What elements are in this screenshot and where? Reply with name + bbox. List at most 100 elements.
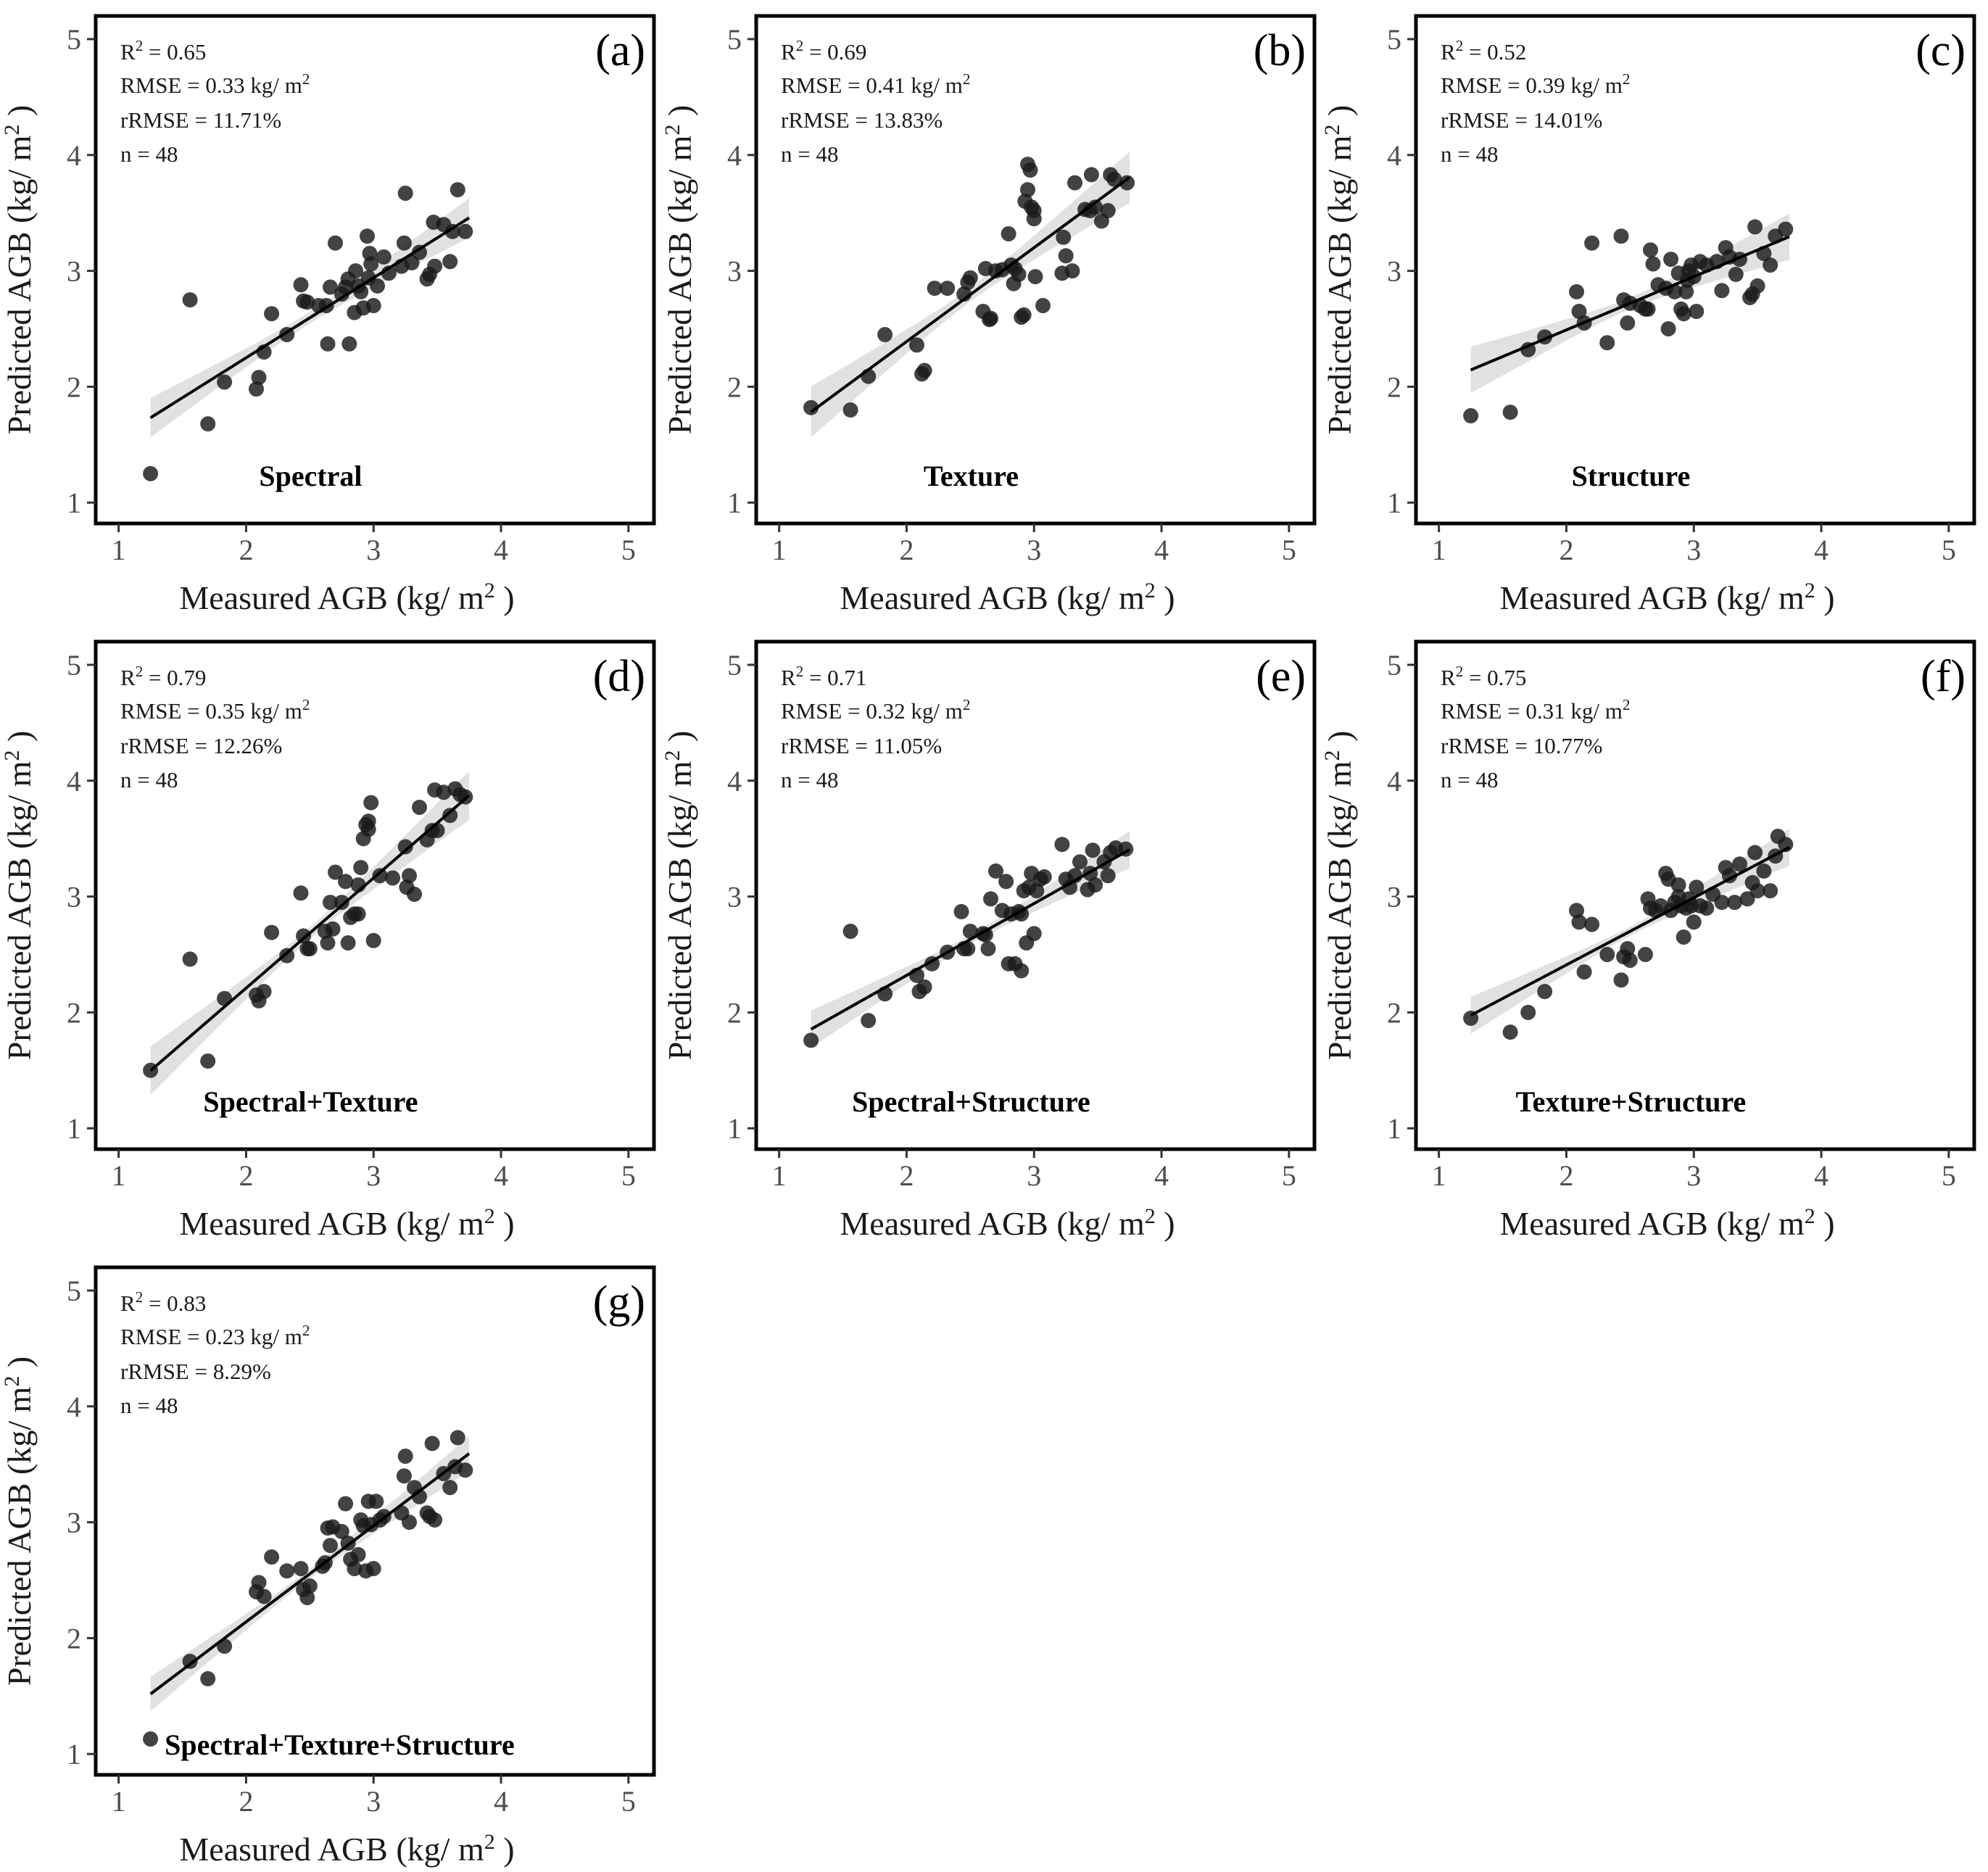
- stat-rmse: RMSE = 0.35 kg/ m2: [120, 696, 310, 724]
- data-point: [1778, 221, 1794, 237]
- data-point: [396, 1468, 412, 1484]
- data-point: [1001, 226, 1016, 241]
- data-point: [143, 465, 159, 481]
- x-tick-label: 3: [1686, 1159, 1701, 1192]
- stat-rmse-text: RMSE = 0.31 kg/ m: [1441, 698, 1623, 724]
- data-point: [983, 310, 998, 326]
- y-tick-label-text: 3: [67, 881, 81, 914]
- data-point: [323, 279, 338, 295]
- stat-r2-sup: 2: [1456, 663, 1464, 680]
- data-point: [457, 223, 473, 239]
- data-point: [803, 1032, 819, 1048]
- data-point: [182, 1653, 198, 1669]
- y-tick-label: 1: [727, 486, 742, 519]
- y-tick-label: 5: [727, 649, 742, 682]
- data-point: [1643, 242, 1658, 258]
- regression-line: [149, 216, 471, 419]
- y-tick-label-text: 1: [727, 486, 742, 519]
- stat-n: n = 48: [1441, 767, 1498, 792]
- data-point: [251, 370, 267, 386]
- y-axis-title: Predicted AGB (kg/ m2 ): [0, 105, 38, 435]
- stat-r2-prefix: R: [1441, 39, 1456, 65]
- data-point: [1571, 914, 1587, 930]
- data-point: [217, 374, 233, 390]
- data-point: [1727, 895, 1742, 911]
- x-tick-label: 4: [1814, 1159, 1828, 1192]
- stat-rmse-text: RMSE = 0.32 kg/ m: [781, 698, 963, 724]
- regression-line: [149, 794, 471, 1072]
- y-tick-label-text: 1: [67, 486, 81, 519]
- y-tick-label-text: 3: [67, 255, 81, 288]
- data-point: [325, 921, 341, 937]
- x-axis-title-close: ): [1815, 1205, 1835, 1242]
- data-point: [1645, 256, 1661, 272]
- panel-letter-text: (a): [595, 26, 645, 75]
- data-point: [1599, 335, 1615, 351]
- data-point: [1732, 856, 1747, 872]
- x-tick-label-text: 1: [772, 1159, 787, 1192]
- panel-letter: (c): [1915, 26, 1966, 75]
- stat-rmse: RMSE = 0.23 kg/ m2: [120, 1322, 310, 1349]
- data-point: [1020, 182, 1035, 198]
- data-point: [842, 924, 858, 939]
- x-axis-title: Measured AGB (kg/ m2 ): [1499, 1204, 1834, 1243]
- method-label-text: Spectral: [259, 460, 362, 492]
- x-axis-title-close: ): [1156, 579, 1175, 616]
- x-tick-label: 3: [366, 1159, 381, 1192]
- x-axis-title-text: Measured AGB (kg/ m: [1499, 1205, 1805, 1242]
- x-tick-label: 2: [899, 534, 914, 566]
- y-tick-label: 2: [67, 1622, 81, 1654]
- data-point: [1747, 845, 1763, 861]
- y-axis-title-sup: 2: [0, 1376, 24, 1387]
- y-tick-label: 1: [67, 486, 81, 519]
- y-tick-label-text: 5: [1387, 23, 1401, 56]
- plot-frame: [94, 639, 656, 1151]
- data-point: [143, 1731, 159, 1747]
- data-point: [1088, 877, 1103, 893]
- x-axis-title-text: Measured AGB (kg/ m: [179, 1205, 484, 1242]
- y-tick-label-text: 4: [67, 139, 81, 172]
- data-point: [365, 1561, 381, 1576]
- x-axis-title: Measured AGB (kg/ m2 ): [179, 579, 514, 617]
- stat-r2: R2 = 0.71: [781, 663, 866, 690]
- data-point: [1622, 953, 1638, 968]
- y-axis-title-close: ): [1, 1357, 38, 1376]
- stat-rrmse: rRMSE = 13.83%: [781, 107, 943, 133]
- x-tick-label: 4: [494, 534, 508, 566]
- stat-rrmse: rRMSE = 11.05%: [781, 733, 942, 758]
- data-point: [1011, 266, 1027, 282]
- x-tick-label: 3: [1027, 1159, 1041, 1192]
- x-tick-label-text: 4: [1814, 1159, 1828, 1192]
- data-point: [1676, 306, 1691, 322]
- x-axis-title-text: Measured AGB (kg/ m: [179, 1831, 484, 1868]
- data-point: [450, 1430, 465, 1446]
- panel-letter-text: (b): [1254, 26, 1306, 75]
- x-tick-label: 1: [112, 534, 126, 566]
- y-tick-label: 2: [727, 996, 742, 1029]
- y-tick-label: 4: [67, 1391, 81, 1423]
- data-point: [1463, 407, 1479, 423]
- x-axis-title-text: Measured AGB (kg/ m: [1499, 579, 1805, 616]
- x-axis-title-sup: 2: [484, 1204, 495, 1228]
- data-point: [1085, 842, 1101, 858]
- data-point: [1613, 228, 1629, 244]
- x-tick-label: 1: [112, 1785, 126, 1818]
- y-axis-title: Predicted AGB (kg/ m2 ): [0, 731, 38, 1061]
- x-tick-label: 2: [239, 1159, 253, 1192]
- data-point: [338, 874, 354, 890]
- stat-n: n = 48: [120, 767, 178, 792]
- regression-line: [810, 175, 1131, 413]
- stat-rmse: RMSE = 0.32 kg/ m2: [781, 696, 970, 724]
- x-tick-label-text: 2: [899, 534, 914, 566]
- stat-r2-prefix: R: [781, 39, 796, 65]
- method-label-text: Texture+Structure: [1516, 1085, 1747, 1118]
- stat-rmse-sup: 2: [302, 696, 310, 713]
- data-point: [1714, 283, 1730, 299]
- data-point: [341, 336, 357, 352]
- x-tick-label: 2: [899, 1159, 914, 1192]
- y-tick-label-text: 5: [67, 23, 81, 56]
- x-tick-label-text: 5: [1282, 1159, 1296, 1192]
- x-axis-title-text: Measured AGB (kg/ m: [179, 579, 484, 616]
- stat-r2: R2 = 0.65: [120, 37, 206, 65]
